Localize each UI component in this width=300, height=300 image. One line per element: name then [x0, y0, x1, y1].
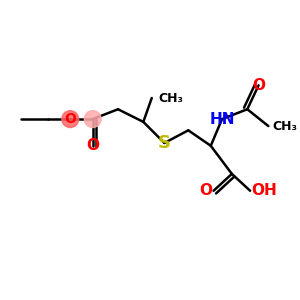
Circle shape	[62, 111, 79, 128]
Text: O: O	[199, 183, 212, 198]
Text: O: O	[252, 78, 265, 93]
Text: S: S	[158, 134, 171, 152]
Circle shape	[84, 111, 101, 128]
Text: CH₃: CH₃	[159, 92, 184, 104]
Text: O: O	[86, 138, 99, 153]
Text: OH: OH	[251, 183, 277, 198]
Text: HN: HN	[209, 112, 235, 127]
Text: CH₃: CH₃	[273, 120, 298, 133]
Text: O: O	[64, 112, 76, 126]
